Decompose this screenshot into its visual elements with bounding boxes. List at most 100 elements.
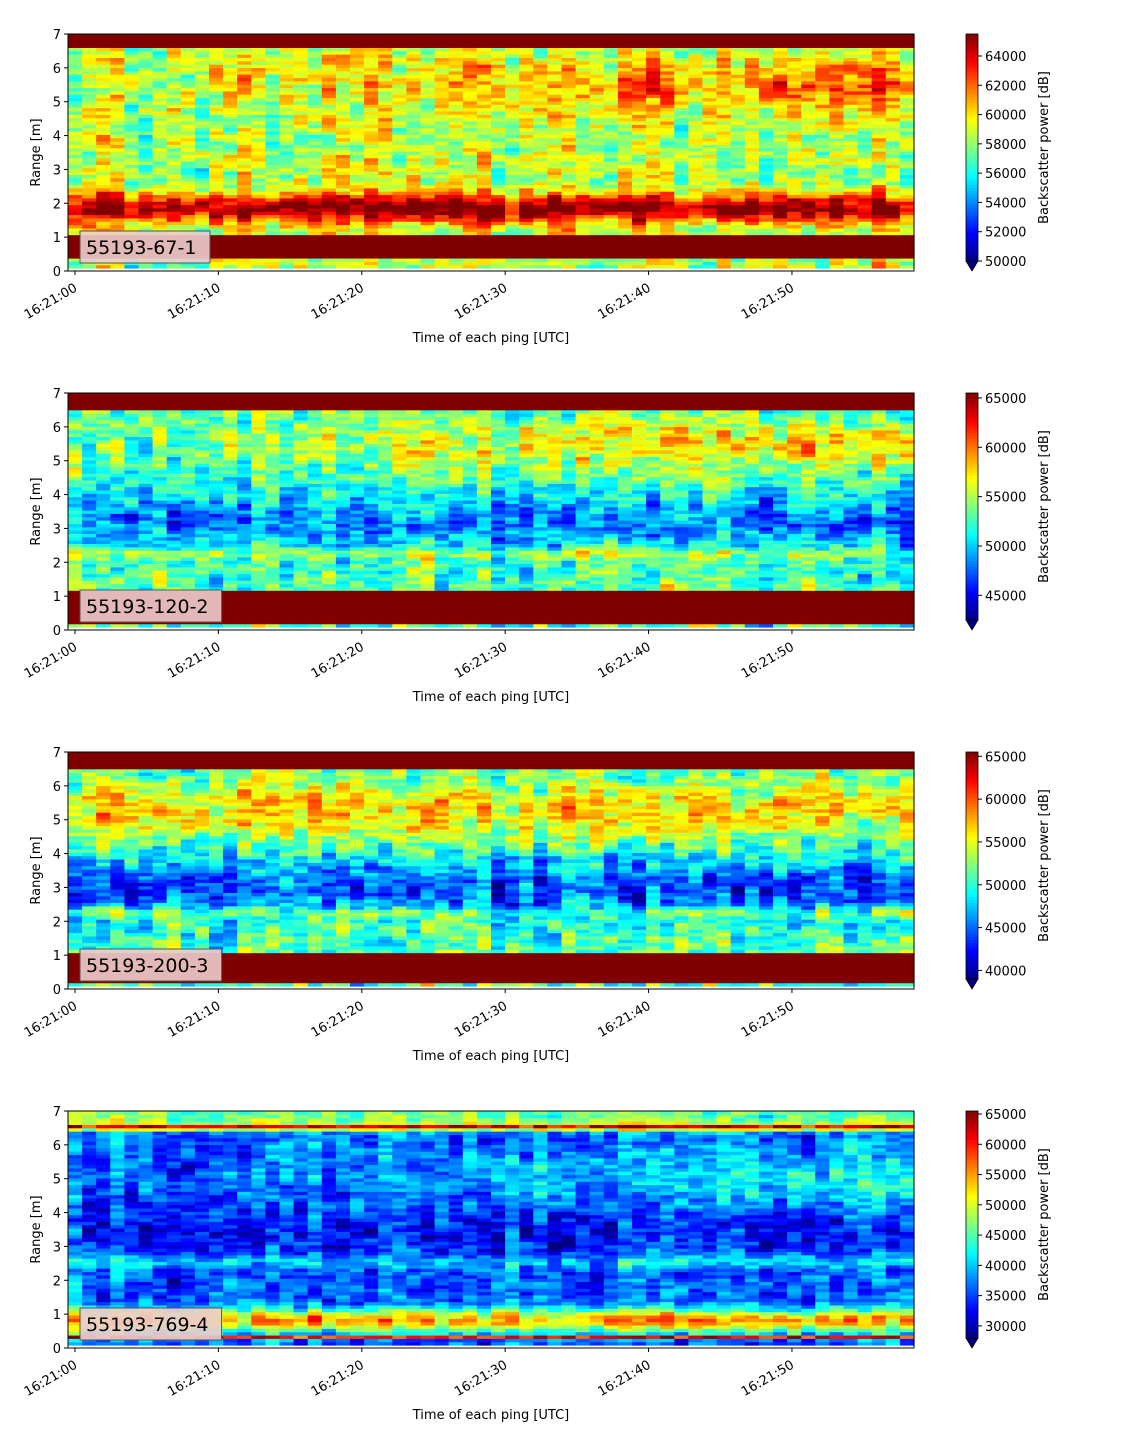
colorbar-tick-label: 55000 <box>985 1169 1026 1184</box>
x-tick-label: 16:21:50 <box>739 640 797 682</box>
x-tick-label: 16:21:10 <box>165 640 223 682</box>
colorbar-swatch <box>966 444 978 448</box>
colorbar-swatch <box>966 1281 978 1285</box>
heatmap-cells <box>68 393 915 628</box>
colorbar-swatch <box>966 121 978 126</box>
colorbar-swatch <box>966 1142 978 1146</box>
colorbar-swatch <box>966 1250 978 1254</box>
colorbar-swatch <box>966 192 978 197</box>
colorbar-swatch <box>966 404 978 408</box>
colorbar-tick-label: 50000 <box>985 879 1026 894</box>
colorbar-swatch <box>966 1329 978 1333</box>
colorbar-swatch <box>966 574 978 579</box>
x-tick-label: 16:21:40 <box>595 640 653 682</box>
colorbar-swatch <box>966 410 978 414</box>
y-tick-label: 3 <box>53 881 61 896</box>
colorbar-swatch <box>966 495 978 499</box>
colorbar-swatch <box>966 797 978 801</box>
colorbar-swatch <box>966 1130 978 1135</box>
colorbar-swatch <box>966 45 978 49</box>
colorbar-swatch <box>966 771 978 776</box>
y-axis-label: Range [m] <box>29 1195 44 1263</box>
colorbar-swatch <box>966 229 978 234</box>
colorbar-swatch <box>966 859 978 864</box>
x-tick-label: 16:21:30 <box>452 281 510 323</box>
colorbar-swatch <box>966 891 978 895</box>
colorbar-swatch <box>966 839 978 844</box>
colorbar-swatch <box>966 1309 978 1314</box>
colorbar-swatch <box>966 605 978 610</box>
colorbar-swatch <box>966 1190 978 1194</box>
colorbar-swatch <box>966 964 978 969</box>
colorbar-swatch <box>966 1323 978 1328</box>
x-tick-label: 16:21:20 <box>309 640 367 682</box>
colorbar-swatch <box>966 190 978 194</box>
colorbar-swatch <box>966 170 978 174</box>
colorbar-swatch <box>966 614 978 618</box>
colorbar-swatch <box>966 497 978 502</box>
colorbar-swatch <box>966 393 978 397</box>
colorbar-swatch <box>966 85 978 89</box>
colorbar-swatch <box>966 557 978 562</box>
colorbar-swatch <box>966 181 978 185</box>
colorbar-swatch <box>966 1312 978 1316</box>
colorbar: 45000 50000 55000 60000 65000 Backscatter pow… <box>965 392 1052 631</box>
colorbar-swatch <box>966 144 978 149</box>
colorbar-swatch <box>966 39 978 44</box>
colorbar-swatch <box>966 526 978 530</box>
colorbar-swatch <box>966 48 978 52</box>
colorbar-swatch <box>966 475 978 479</box>
colorbar-swatch <box>966 862 978 867</box>
colorbar-swatch <box>966 808 978 813</box>
colorbar-swatch <box>966 246 978 251</box>
colorbar-swatch <box>966 173 978 177</box>
colorbar-swatch <box>966 187 978 191</box>
colorbar-swatch <box>966 800 978 804</box>
colorbar-swatch <box>966 608 978 613</box>
colorbar-swatch <box>966 1264 978 1268</box>
x-tick-label: 16:21:50 <box>739 1358 797 1400</box>
colorbar-swatch <box>966 1213 978 1217</box>
panel-label-text: 55193-67-1 <box>86 237 196 259</box>
panel-4: 0 1 2 3 4 5 6 7 Range [m] 16:21:00 16:21:10 16:21:2… <box>22 1105 1052 1423</box>
colorbar-swatch <box>966 1326 978 1331</box>
colorbar-swatch <box>966 817 978 821</box>
colorbar-swatch <box>966 922 978 926</box>
colorbar-swatch <box>966 925 978 929</box>
panel-label-text: 55193-200-3 <box>86 955 209 977</box>
colorbar-swatch <box>966 532 978 536</box>
colorbar-swatch <box>966 588 978 593</box>
colorbar-swatch <box>966 127 978 132</box>
y-tick-label: 0 <box>53 983 61 998</box>
y-tick-label: 3 <box>53 163 61 178</box>
colorbar-swatch <box>966 218 978 222</box>
colorbar-swatch <box>966 1116 978 1121</box>
x-tick-label: 16:21:50 <box>739 281 797 323</box>
colorbar-swatch <box>966 956 978 960</box>
colorbar-swatch <box>966 418 978 422</box>
colorbar-swatch <box>966 1235 978 1240</box>
colorbar-swatch <box>966 110 978 115</box>
colorbar-swatch <box>966 1335 978 1339</box>
colorbar-swatch <box>966 1221 978 1226</box>
colorbar-label: Backscatter power [dB] <box>1037 789 1052 942</box>
colorbar-swatch <box>966 463 978 468</box>
colorbar-swatch <box>966 1320 978 1325</box>
colorbar-swatch <box>966 65 978 69</box>
x-tick-label: 16:21:40 <box>595 999 653 1041</box>
colorbar-swatch <box>966 1201 978 1206</box>
colorbar-tick-label: 58000 <box>985 138 1026 153</box>
colorbar-swatch <box>966 1164 978 1169</box>
colorbar: 40000 45000 50000 55000 60000 65000 Backscatte… <box>965 750 1052 990</box>
panel-label-box <box>79 948 223 982</box>
colorbar-swatch <box>966 1179 978 1183</box>
colorbar-swatch <box>966 150 978 154</box>
panel-1: 0 1 2 3 4 5 6 7 Range [m] 16:21:00 16:21:10 16:21:2… <box>22 28 1052 346</box>
colorbar-swatch <box>966 441 978 445</box>
x-tick-label: 16:21:00 <box>22 999 80 1041</box>
colorbar-swatch <box>966 1198 978 1203</box>
colorbar-swatch <box>966 1298 978 1302</box>
colorbar-swatch <box>966 893 978 898</box>
colorbar-swatch <box>966 902 978 906</box>
